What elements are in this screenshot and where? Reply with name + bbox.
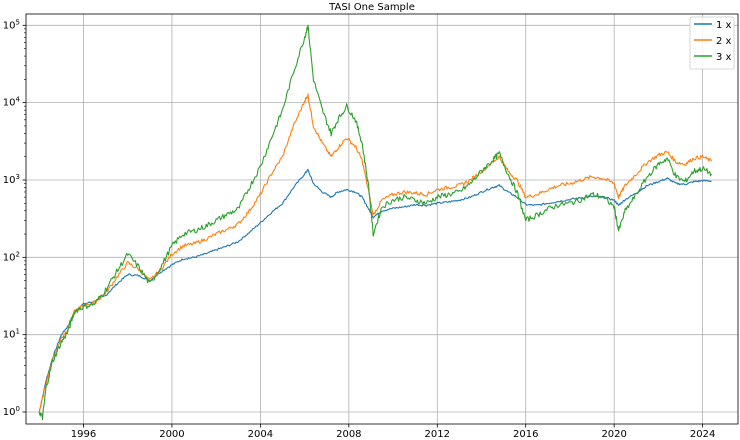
series-layer — [38, 24, 712, 421]
x-tick-label: 2004 — [248, 429, 273, 440]
x-tick-label: 1996 — [71, 429, 96, 440]
x-tick-label: 2012 — [425, 429, 450, 440]
legend-label: 1 x — [716, 20, 732, 31]
x-tick-label: 2016 — [513, 429, 538, 440]
plot-frame — [25, 13, 739, 425]
y-tick-label: 101 — [3, 328, 20, 341]
y-tick-label: 104 — [3, 96, 21, 109]
legend-label: 3 x — [716, 52, 732, 63]
y-tick-label: 100 — [3, 405, 20, 418]
x-tick-label: 2024 — [690, 429, 715, 440]
x-tick-label: 2008 — [336, 429, 361, 440]
y-tick-label: 103 — [3, 173, 20, 186]
series-line-3x — [38, 24, 712, 421]
y-tick-label: 102 — [3, 250, 20, 263]
x-tick-label: 2000 — [159, 429, 184, 440]
chart-title: TASI One Sample — [328, 2, 415, 13]
x-tick-label: 2020 — [601, 429, 626, 440]
tick-layer: 1996 2000 2004 2008 2012 2016 2020 2024 100 101 10… — [3, 18, 716, 440]
legend: 1 x 2 x 3 x — [689, 16, 735, 70]
legend-label: 2 x — [716, 36, 732, 47]
y-tick-label: 105 — [3, 18, 20, 31]
